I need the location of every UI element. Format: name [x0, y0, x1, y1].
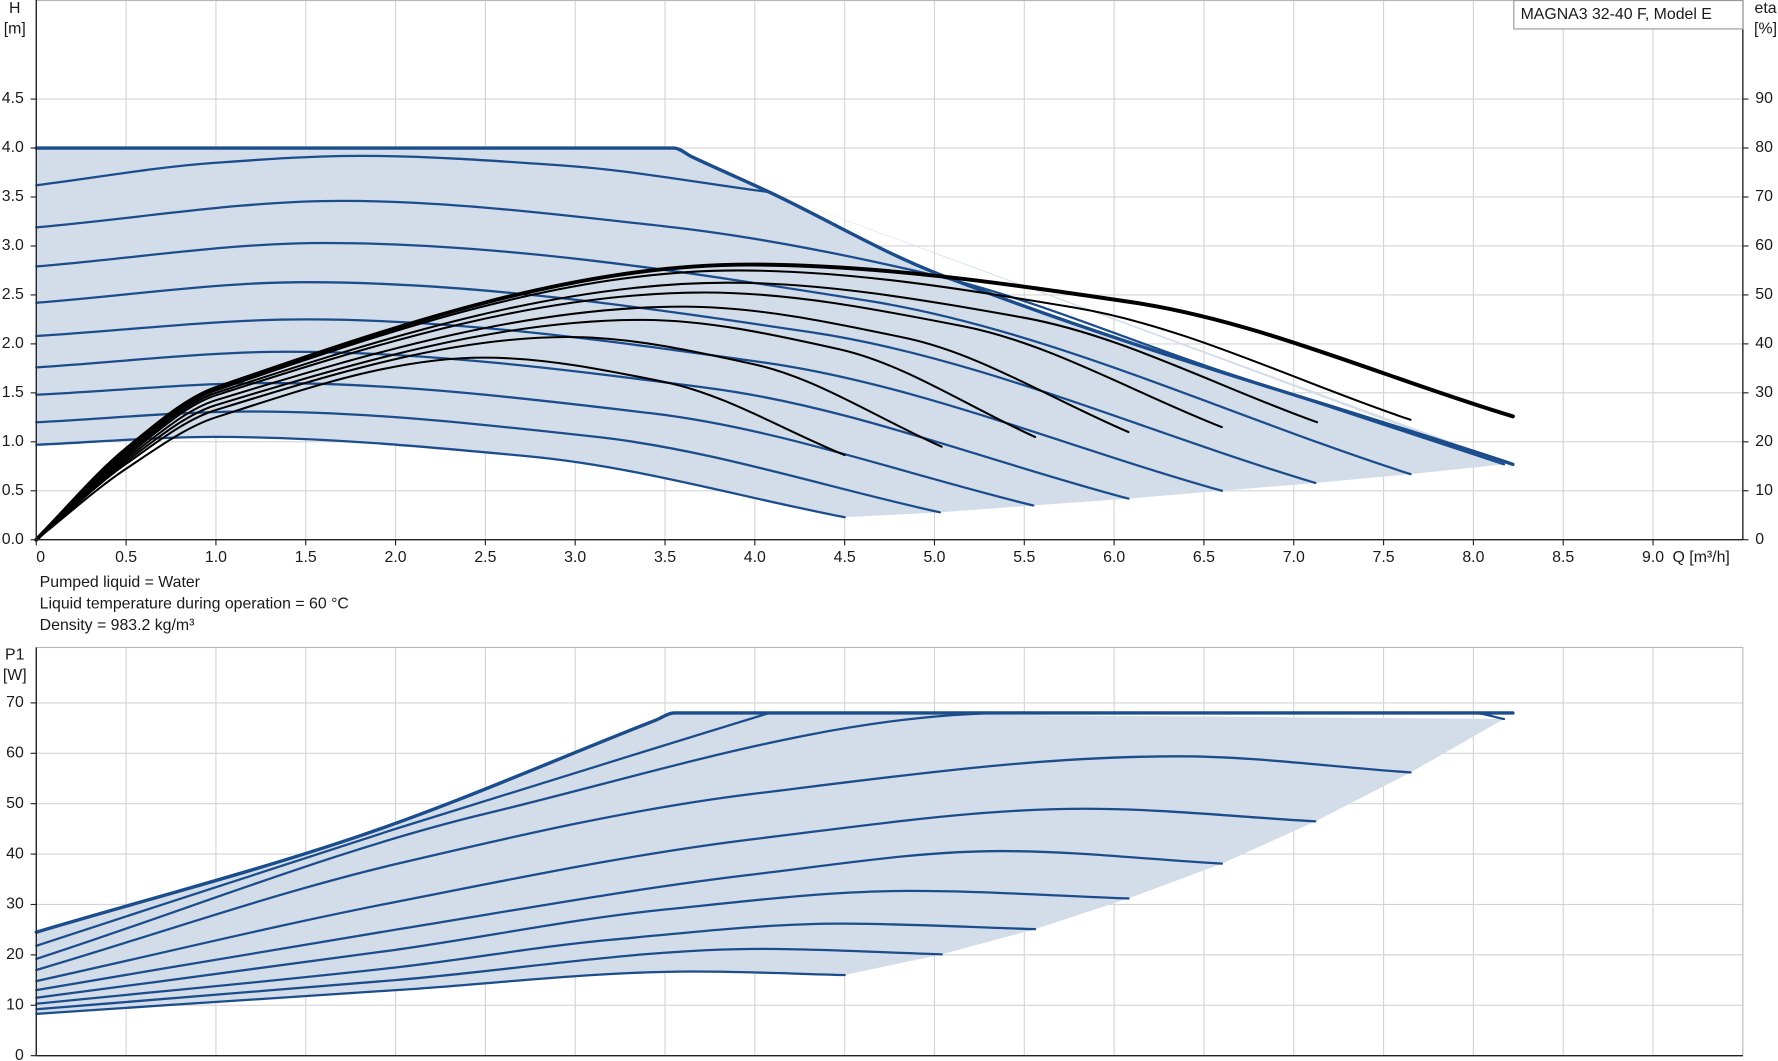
- y-tick-label: 4.0: [2, 139, 24, 156]
- x-tick-label: 8.0: [1462, 549, 1484, 566]
- y-tick-label: 3.0: [2, 237, 24, 254]
- chart-title: MAGNA3 32-40 F, Model E: [1521, 6, 1712, 23]
- efficiency-curve: [35, 291, 1223, 541]
- pump-curve: [35, 889, 1130, 999]
- y2-tick-label: 50: [1755, 286, 1773, 303]
- y2-axis-label: [%]: [1754, 21, 1777, 38]
- x-tick-label: 0.5: [115, 549, 137, 566]
- x-tick-label: 4.5: [834, 549, 856, 566]
- efficiency-curve: [35, 318, 1037, 541]
- y-tick-label: 60: [6, 744, 24, 761]
- x-tick-label: 6.5: [1193, 549, 1215, 566]
- note: Pumped liquid = Water: [40, 574, 201, 591]
- y-tick-label: 0.5: [2, 482, 24, 499]
- pump-curve: [35, 807, 1317, 983]
- y-axis-label: H: [9, 0, 20, 17]
- y-axis-label: [W]: [3, 667, 27, 684]
- axes-layer: [30, 0, 1749, 1057]
- y-tick-label: 70: [6, 694, 24, 711]
- y-axis-label: P1: [5, 647, 25, 664]
- x-tick-label: 7.0: [1283, 549, 1305, 566]
- legend-box: [1513, 0, 1744, 30]
- pump-curve: [35, 381, 1035, 507]
- pump-curve: [35, 947, 943, 1011]
- x-tick-label: 8.5: [1552, 549, 1574, 566]
- y2-tick-label: 30: [1755, 384, 1773, 401]
- pump-curve: [35, 755, 1412, 972]
- y-tick-label: 20: [6, 946, 24, 963]
- x-tick-label: 4.0: [744, 549, 766, 566]
- x-tick-label: 3.5: [654, 549, 676, 566]
- pump-curve: [35, 154, 771, 194]
- y-tick-label: 10: [6, 996, 24, 1013]
- y2-tick-label: 70: [1755, 188, 1773, 205]
- y-tick-label: 40: [6, 845, 24, 862]
- x-tick-label: 3.0: [564, 549, 586, 566]
- pump-curve: [35, 410, 942, 514]
- pump-curve: [35, 970, 846, 1015]
- pump-curve: [35, 350, 1130, 500]
- x-tick-label: 0: [36, 549, 45, 566]
- y-tick-label: 2.0: [2, 335, 24, 352]
- y-tick-label: 1.5: [2, 384, 24, 401]
- y2-tick-label: 80: [1755, 139, 1773, 156]
- note: Density = 983.2 kg/m³: [40, 617, 195, 634]
- y2-tick-label: 40: [1755, 335, 1773, 352]
- y-tick-label: 3.5: [2, 188, 24, 205]
- y-tick-label: 50: [6, 795, 24, 812]
- y-tick-label: 1.0: [2, 433, 24, 450]
- y-axis-label: [m]: [4, 21, 26, 38]
- y2-tick-label: 90: [1755, 90, 1773, 107]
- efficiency-layer: [34, 262, 1515, 542]
- y-tick-label: 0: [15, 1047, 24, 1061]
- y2-tick-label: 0: [1755, 531, 1764, 548]
- efficiency-curve: [35, 336, 943, 541]
- pump-curve: [35, 922, 1037, 1005]
- y2-tick-label: 10: [1755, 482, 1773, 499]
- efficiency-curve: [35, 305, 1130, 541]
- pump-curve: [35, 199, 1506, 466]
- x-tick-label: 1.5: [295, 549, 317, 566]
- operating-area: [36, 712, 1513, 1014]
- pump-curve: [35, 849, 1224, 992]
- efficiency-curve: [34, 262, 1515, 542]
- y2-tick-label: 60: [1755, 237, 1773, 254]
- y2-axis-label: eta: [1755, 0, 1777, 17]
- pump-curve: [35, 711, 1506, 961]
- y2-tick-label: 20: [1755, 433, 1773, 450]
- pump-curve: [35, 711, 771, 947]
- efficiency-curve: [35, 281, 1319, 541]
- y-tick-label: 2.5: [2, 286, 24, 303]
- x-axis-label: Q [m³/h]: [1673, 549, 1730, 566]
- pump-curve: [34, 146, 1515, 467]
- y-tick-label: 30: [6, 896, 24, 913]
- x-tick-label: 1.0: [205, 549, 227, 566]
- x-tick-label: 2.0: [385, 549, 407, 566]
- y-tick-label: 0.0: [2, 531, 24, 548]
- x-tick-label: 2.5: [474, 549, 496, 566]
- note: Liquid temperature during operation = 60…: [40, 596, 349, 613]
- y-tick-label: 4.5: [2, 90, 24, 107]
- x-tick-label: 5.5: [1013, 549, 1035, 566]
- x-tick-label: 7.5: [1373, 549, 1395, 566]
- efficiency-curve: [35, 356, 846, 541]
- x-tick-label: 6.0: [1103, 549, 1125, 566]
- x-tick-label: 5.0: [923, 549, 945, 566]
- x-tick-label: 9.0: [1642, 549, 1664, 566]
